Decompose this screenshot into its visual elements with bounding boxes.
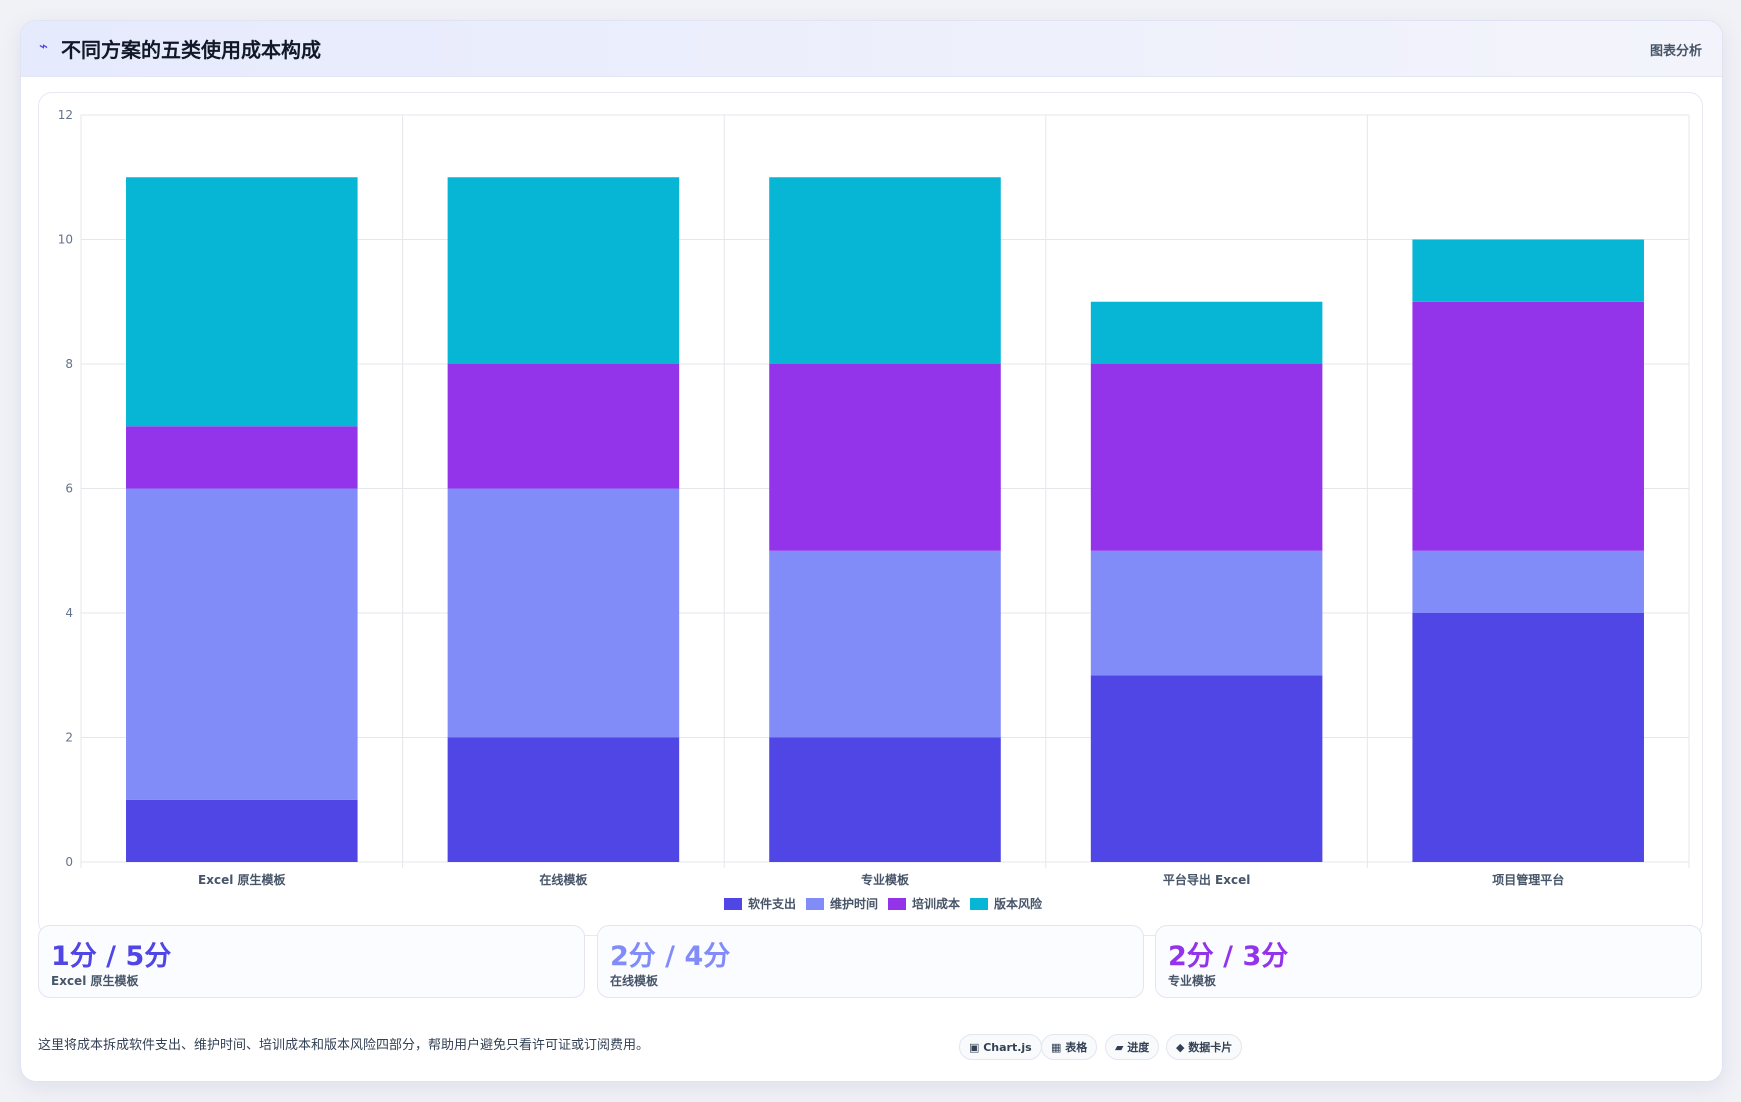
stat-card-pro: 2分 / 3分 专业模板 bbox=[1155, 925, 1702, 998]
bar-segment bbox=[1412, 239, 1644, 302]
legend-label: 软件支出 bbox=[748, 896, 796, 911]
stacked-bar-chart: 0 2 4 6 8 10 12 Excel 原生模板 在线模板 专业模板 平台导出 Excel 项目管… bbox=[58, 108, 1690, 911]
bar-segment bbox=[447, 737, 680, 862]
bar-segment bbox=[1412, 613, 1644, 862]
bar-segment bbox=[126, 177, 358, 427]
chip-chartjs[interactable]: ▣ Chart.js bbox=[959, 1034, 1042, 1060]
bar-segment bbox=[126, 426, 358, 489]
chart-analysis-tag: 图表分析 bbox=[1649, 44, 1702, 59]
bar-segment bbox=[126, 488, 358, 800]
stat-value: 1分 / 5分 bbox=[51, 941, 172, 972]
stat-value: 2分 / 3分 bbox=[1168, 941, 1289, 972]
bar-segment bbox=[1090, 675, 1323, 862]
x-tick-label: 平台导出 Excel bbox=[1163, 872, 1250, 887]
chart-panel: 0 2 4 6 8 10 12 Excel 原生模板 在线模板 专业模板 平台导出 Excel 项目管… bbox=[38, 92, 1703, 936]
chip-progress[interactable]: ▰ 进度 bbox=[1105, 1034, 1160, 1060]
bar-segment bbox=[1090, 550, 1323, 676]
legend-label: 培训成本 bbox=[912, 896, 960, 911]
bar-segment bbox=[1412, 301, 1644, 551]
bar-segment bbox=[769, 737, 1001, 862]
stat-card-online: 2分 / 4分 在线模板 bbox=[597, 925, 1144, 998]
legend-swatch bbox=[970, 898, 988, 910]
legend-swatch bbox=[724, 898, 742, 910]
x-tick-label: Excel 原生模板 bbox=[198, 872, 286, 887]
legend-label: 维护时间 bbox=[830, 896, 878, 911]
bar-segment bbox=[447, 177, 680, 364]
bar-segment bbox=[769, 177, 1001, 364]
chart-icon: ⌁ bbox=[39, 37, 49, 55]
stat-value: 2分 / 4分 bbox=[610, 941, 731, 972]
x-tick-label: 专业模板 bbox=[861, 872, 910, 887]
bar-segment bbox=[769, 364, 1001, 551]
stat-label: 在线模板 bbox=[610, 974, 659, 988]
legend-label: 版本风险 bbox=[994, 896, 1043, 911]
page-title: 不同方案的五类使用成本构成 bbox=[61, 38, 321, 62]
bar-segment bbox=[126, 799, 358, 862]
bar-segment bbox=[1412, 550, 1644, 613]
footnote: 这里将成本拆成软件支出、维护时间、培训成本和版本风险四部分，帮助用户避免只看许可… bbox=[38, 1038, 650, 1053]
bar-segment bbox=[447, 488, 680, 738]
y-tick-label: 0 bbox=[65, 855, 73, 869]
x-tick-label: 项目管理平台 bbox=[1492, 872, 1564, 887]
stat-card-excel: 1分 / 5分 Excel 原生模板 bbox=[38, 925, 585, 998]
bar-segment bbox=[447, 364, 680, 489]
stat-label: 专业模板 bbox=[1168, 974, 1217, 988]
bar-segment bbox=[1090, 301, 1323, 364]
y-tick-label: 8 bbox=[65, 357, 73, 371]
chip-table[interactable]: ▦ 表格 bbox=[1041, 1034, 1098, 1060]
legend-swatch bbox=[888, 898, 906, 910]
bar-segment bbox=[1090, 364, 1323, 551]
y-tick-label: 4 bbox=[65, 606, 73, 620]
chip-data-card[interactable]: ◆ 数据卡片 bbox=[1166, 1034, 1243, 1060]
bar-segment bbox=[769, 550, 1001, 738]
y-tick-label: 2 bbox=[65, 731, 73, 745]
y-tick-label: 12 bbox=[58, 108, 73, 122]
stat-label: Excel 原生模板 bbox=[51, 974, 139, 988]
x-tick-label: 在线模板 bbox=[539, 872, 588, 887]
y-tick-label: 10 bbox=[58, 233, 73, 247]
y-tick-label: 6 bbox=[65, 482, 73, 496]
card-header: ⌁ 不同方案的五类使用成本构成 图表分析 bbox=[21, 21, 1722, 77]
legend-swatch bbox=[806, 898, 824, 910]
